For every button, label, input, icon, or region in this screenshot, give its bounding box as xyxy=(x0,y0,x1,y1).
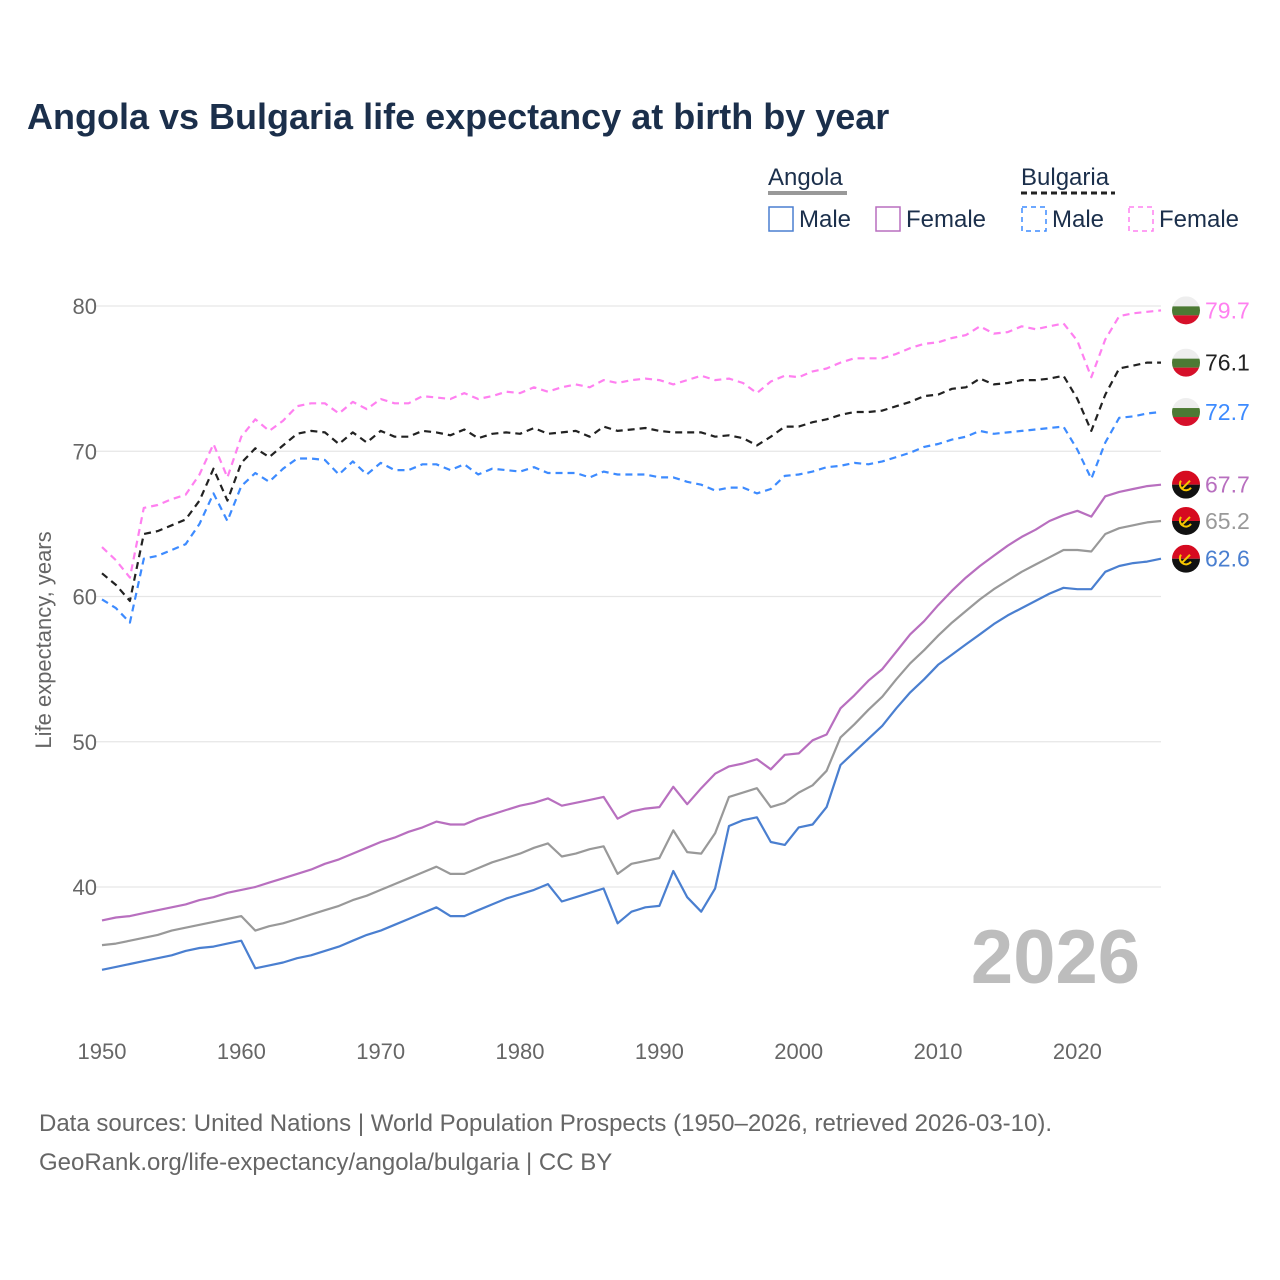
y-tick-label: 70 xyxy=(73,439,97,464)
legend-group-bulgaria: Bulgaria xyxy=(1021,164,1110,191)
flag-half-red xyxy=(1172,506,1200,521)
legend-swatch-bulgaria-male xyxy=(1021,206,1047,232)
legend-bulgaria-female: Female xyxy=(1159,206,1239,233)
end-value-label: 79.7 xyxy=(1205,297,1250,323)
x-tick-label: 2010 xyxy=(914,1039,963,1064)
x-tick-label: 1970 xyxy=(356,1039,405,1064)
flag-stripe-red xyxy=(1172,367,1200,377)
footer-sources: Data sources: United Nations | World Pop… xyxy=(39,1110,1052,1137)
end-labels: 79.7 76.1 72.7 67.7 65.2 62.6 xyxy=(1172,296,1250,573)
angola-flag-icon xyxy=(1172,544,1200,573)
y-tick-label: 40 xyxy=(73,875,97,900)
flag-stripe-white xyxy=(1172,296,1200,307)
angola-flag-icon xyxy=(1172,506,1200,535)
flag-half-red xyxy=(1172,470,1200,485)
x-tick-label: 1990 xyxy=(635,1039,684,1064)
flag-stripe-red xyxy=(1172,315,1200,325)
gridlines xyxy=(95,305,1161,888)
end-marker-bulgaria xyxy=(1172,348,1200,377)
y-tick-label: 80 xyxy=(73,294,97,319)
x-ticks: 1950 1960 1970 1980 1990 2000 2010 2020 xyxy=(78,1039,1102,1064)
y-axis-label: Life expectancy, years xyxy=(31,531,56,748)
legend-bulgaria-male: Male xyxy=(1052,206,1104,233)
bulgaria-flag-icon xyxy=(1172,296,1200,325)
flag-stripe-green xyxy=(1172,306,1200,316)
year-watermark: 2026 xyxy=(971,915,1140,1000)
chart-title: Angola vs Bulgaria life expectancy at bi… xyxy=(27,96,889,137)
angola-flag-icon xyxy=(1172,470,1200,499)
end-value-label: 76.1 xyxy=(1205,350,1250,376)
flag-stripe-green xyxy=(1172,358,1200,368)
series-line-bulgaria-female xyxy=(101,309,1162,579)
bulgaria-flag-icon xyxy=(1172,398,1200,427)
flag-half-black xyxy=(1172,558,1200,573)
flag-stripe-green xyxy=(1172,408,1200,418)
legend-angola-male: Male xyxy=(799,206,851,233)
flag-stripe-white xyxy=(1172,348,1200,359)
end-marker-bulgaria xyxy=(1172,296,1200,325)
series-line-bulgaria-male xyxy=(101,410,1162,624)
flag-emblem-gear xyxy=(1178,516,1192,528)
bulgaria-flag-icon xyxy=(1172,348,1200,377)
end-marker-bulgaria xyxy=(1172,398,1200,427)
end-marker-angola xyxy=(1172,544,1200,573)
x-tick-label: 1960 xyxy=(217,1039,266,1064)
x-tick-label: 2000 xyxy=(774,1039,823,1064)
legend-swatch-angola-male xyxy=(768,206,794,232)
series-lines xyxy=(101,309,1162,971)
y-tick-label: 50 xyxy=(73,730,97,755)
end-value-label: 72.7 xyxy=(1205,399,1250,425)
footer-link[interactable]: GeoRank.org/life-expectancy/angola/bulga… xyxy=(39,1149,612,1176)
series-line-bulgaria xyxy=(101,361,1161,603)
x-tick-label: 1980 xyxy=(496,1039,545,1064)
legend-angola-female: Female xyxy=(906,206,986,233)
legend-swatch-bulgaria-female xyxy=(1128,206,1154,232)
series-line-angola xyxy=(101,519,1162,947)
legend-group-angola: Angola xyxy=(768,164,843,191)
flag-half-red xyxy=(1172,544,1200,559)
flag-stripe-red xyxy=(1172,417,1200,427)
x-tick-label: 1950 xyxy=(78,1039,127,1064)
flag-emblem-gear xyxy=(1178,480,1192,492)
flag-half-black xyxy=(1172,520,1200,535)
end-marker-angola xyxy=(1172,470,1200,499)
x-tick-label: 2020 xyxy=(1053,1039,1102,1064)
legend-swatch-angola-female xyxy=(875,206,901,232)
end-value-label: 65.2 xyxy=(1205,508,1250,534)
y-ticks: 40 50 60 70 80 xyxy=(73,294,97,900)
end-value-label: 67.7 xyxy=(1205,472,1250,498)
end-value-label: 62.6 xyxy=(1205,546,1250,572)
flag-stripe-white xyxy=(1172,398,1200,409)
legend: Angola Bulgaria Male Female Male Female xyxy=(768,164,1239,233)
series-line-angola-male xyxy=(101,557,1162,971)
end-marker-angola xyxy=(1172,506,1200,535)
y-tick-label: 60 xyxy=(73,585,97,610)
flag-emblem-machete xyxy=(1181,554,1191,564)
flag-emblem-gear xyxy=(1178,554,1192,566)
flag-emblem-machete xyxy=(1181,516,1191,526)
series-line-angola-female xyxy=(101,483,1162,922)
flag-emblem-machete xyxy=(1181,479,1191,490)
flag-half-black xyxy=(1172,484,1200,499)
